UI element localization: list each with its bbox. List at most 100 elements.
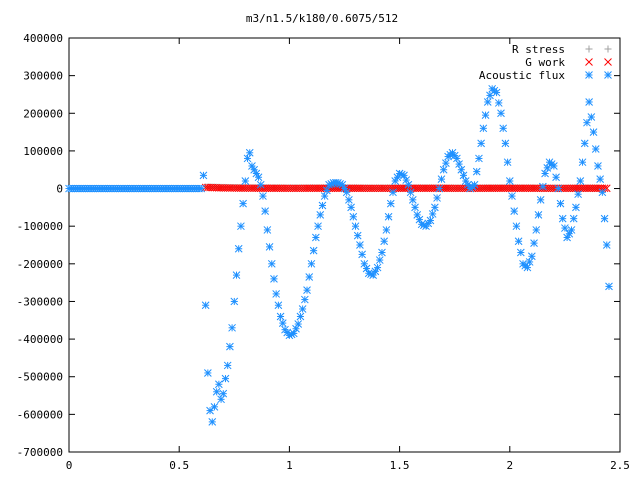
data-point — [316, 211, 325, 219]
data-point — [492, 88, 501, 97]
legend-marker — [585, 58, 593, 66]
data-point — [199, 171, 208, 180]
data-point — [232, 271, 241, 279]
data-point — [358, 250, 366, 259]
data-point — [539, 182, 547, 191]
data-point — [470, 180, 479, 189]
data-point — [203, 369, 212, 377]
data-point — [505, 177, 514, 185]
data-point — [554, 184, 563, 193]
axes-ticks: 0 0.5 1 1.5 2 2.5 400000 300000 200000 100000 0 -10… — [17, 32, 630, 472]
data-point — [561, 224, 569, 232]
data-point — [311, 233, 320, 242]
data-point — [382, 226, 391, 234]
x-tick-label: 1 — [286, 459, 293, 472]
chart-title: m3/n1.5/k180/0.6075/512 — [246, 12, 398, 25]
data-point — [437, 175, 446, 183]
data-point — [501, 139, 510, 148]
data-point — [298, 305, 307, 313]
data-point — [212, 387, 221, 396]
data-point — [479, 124, 488, 133]
data-point — [241, 177, 250, 185]
data-point — [259, 192, 267, 200]
plot-frame — [68, 37, 621, 453]
data-point — [503, 158, 512, 167]
data-point — [574, 190, 582, 199]
data-point — [371, 267, 380, 276]
data-point — [234, 244, 243, 253]
data-point — [278, 319, 287, 327]
data-point — [215, 380, 223, 389]
data-point — [483, 98, 492, 106]
data-point — [228, 323, 236, 332]
data-point — [591, 145, 600, 153]
data-point — [270, 275, 278, 283]
data-point — [272, 290, 281, 298]
x-tick-label: 2 — [506, 459, 513, 472]
data-point — [578, 158, 587, 167]
legend-marker — [604, 58, 612, 66]
data-point — [411, 203, 419, 212]
data-point — [197, 184, 206, 193]
data-point — [307, 259, 316, 268]
data-point — [239, 199, 247, 208]
data-point — [514, 237, 523, 246]
data-point — [532, 226, 541, 234]
data-point — [373, 263, 382, 272]
data-point — [572, 203, 580, 212]
data-point — [439, 165, 448, 174]
data-point — [378, 248, 386, 257]
y-tick-label: 300000 — [23, 70, 63, 83]
data-point — [404, 180, 413, 189]
data-point — [375, 256, 384, 264]
data-point — [342, 188, 351, 197]
data-point — [210, 402, 219, 411]
data-point — [314, 222, 322, 231]
data-point — [442, 159, 450, 167]
data-point — [508, 192, 516, 200]
y-tick-label: -700000 — [17, 446, 63, 459]
x-tick-label: 2.5 — [610, 459, 630, 472]
y-tick-label: -100000 — [17, 220, 63, 233]
data-point — [457, 165, 466, 174]
data-point — [320, 192, 329, 200]
data-point — [230, 297, 239, 306]
data-point — [596, 175, 605, 183]
data-point — [384, 212, 393, 221]
data-point — [389, 188, 397, 197]
legend-marker — [604, 45, 612, 53]
data-point — [428, 210, 437, 218]
data-point — [386, 199, 395, 208]
data-point — [356, 241, 364, 249]
data-point — [558, 214, 567, 223]
data-point — [435, 184, 444, 193]
data-point — [309, 246, 318, 255]
data-point — [552, 173, 560, 182]
data-point — [300, 295, 309, 304]
data-point — [486, 91, 494, 100]
data-point — [294, 320, 303, 328]
data-point — [408, 195, 417, 204]
data-point — [208, 418, 217, 426]
data-point — [510, 207, 519, 215]
data-point — [477, 139, 486, 148]
data-point — [494, 99, 503, 107]
data-point — [589, 128, 598, 136]
legend-marker — [604, 71, 612, 79]
data-point — [305, 273, 314, 281]
data-point — [226, 342, 234, 351]
data-point — [267, 259, 276, 268]
data-point — [219, 389, 228, 398]
data-point — [567, 226, 576, 234]
data-point — [391, 177, 400, 185]
data-point — [569, 214, 578, 223]
data-point — [276, 312, 285, 321]
data-point — [349, 212, 358, 221]
data-point — [602, 241, 611, 249]
data-point — [351, 222, 360, 231]
data-point — [380, 237, 389, 246]
data-point — [481, 111, 490, 120]
data-point — [221, 374, 230, 383]
y-tick-label: -400000 — [17, 333, 63, 346]
